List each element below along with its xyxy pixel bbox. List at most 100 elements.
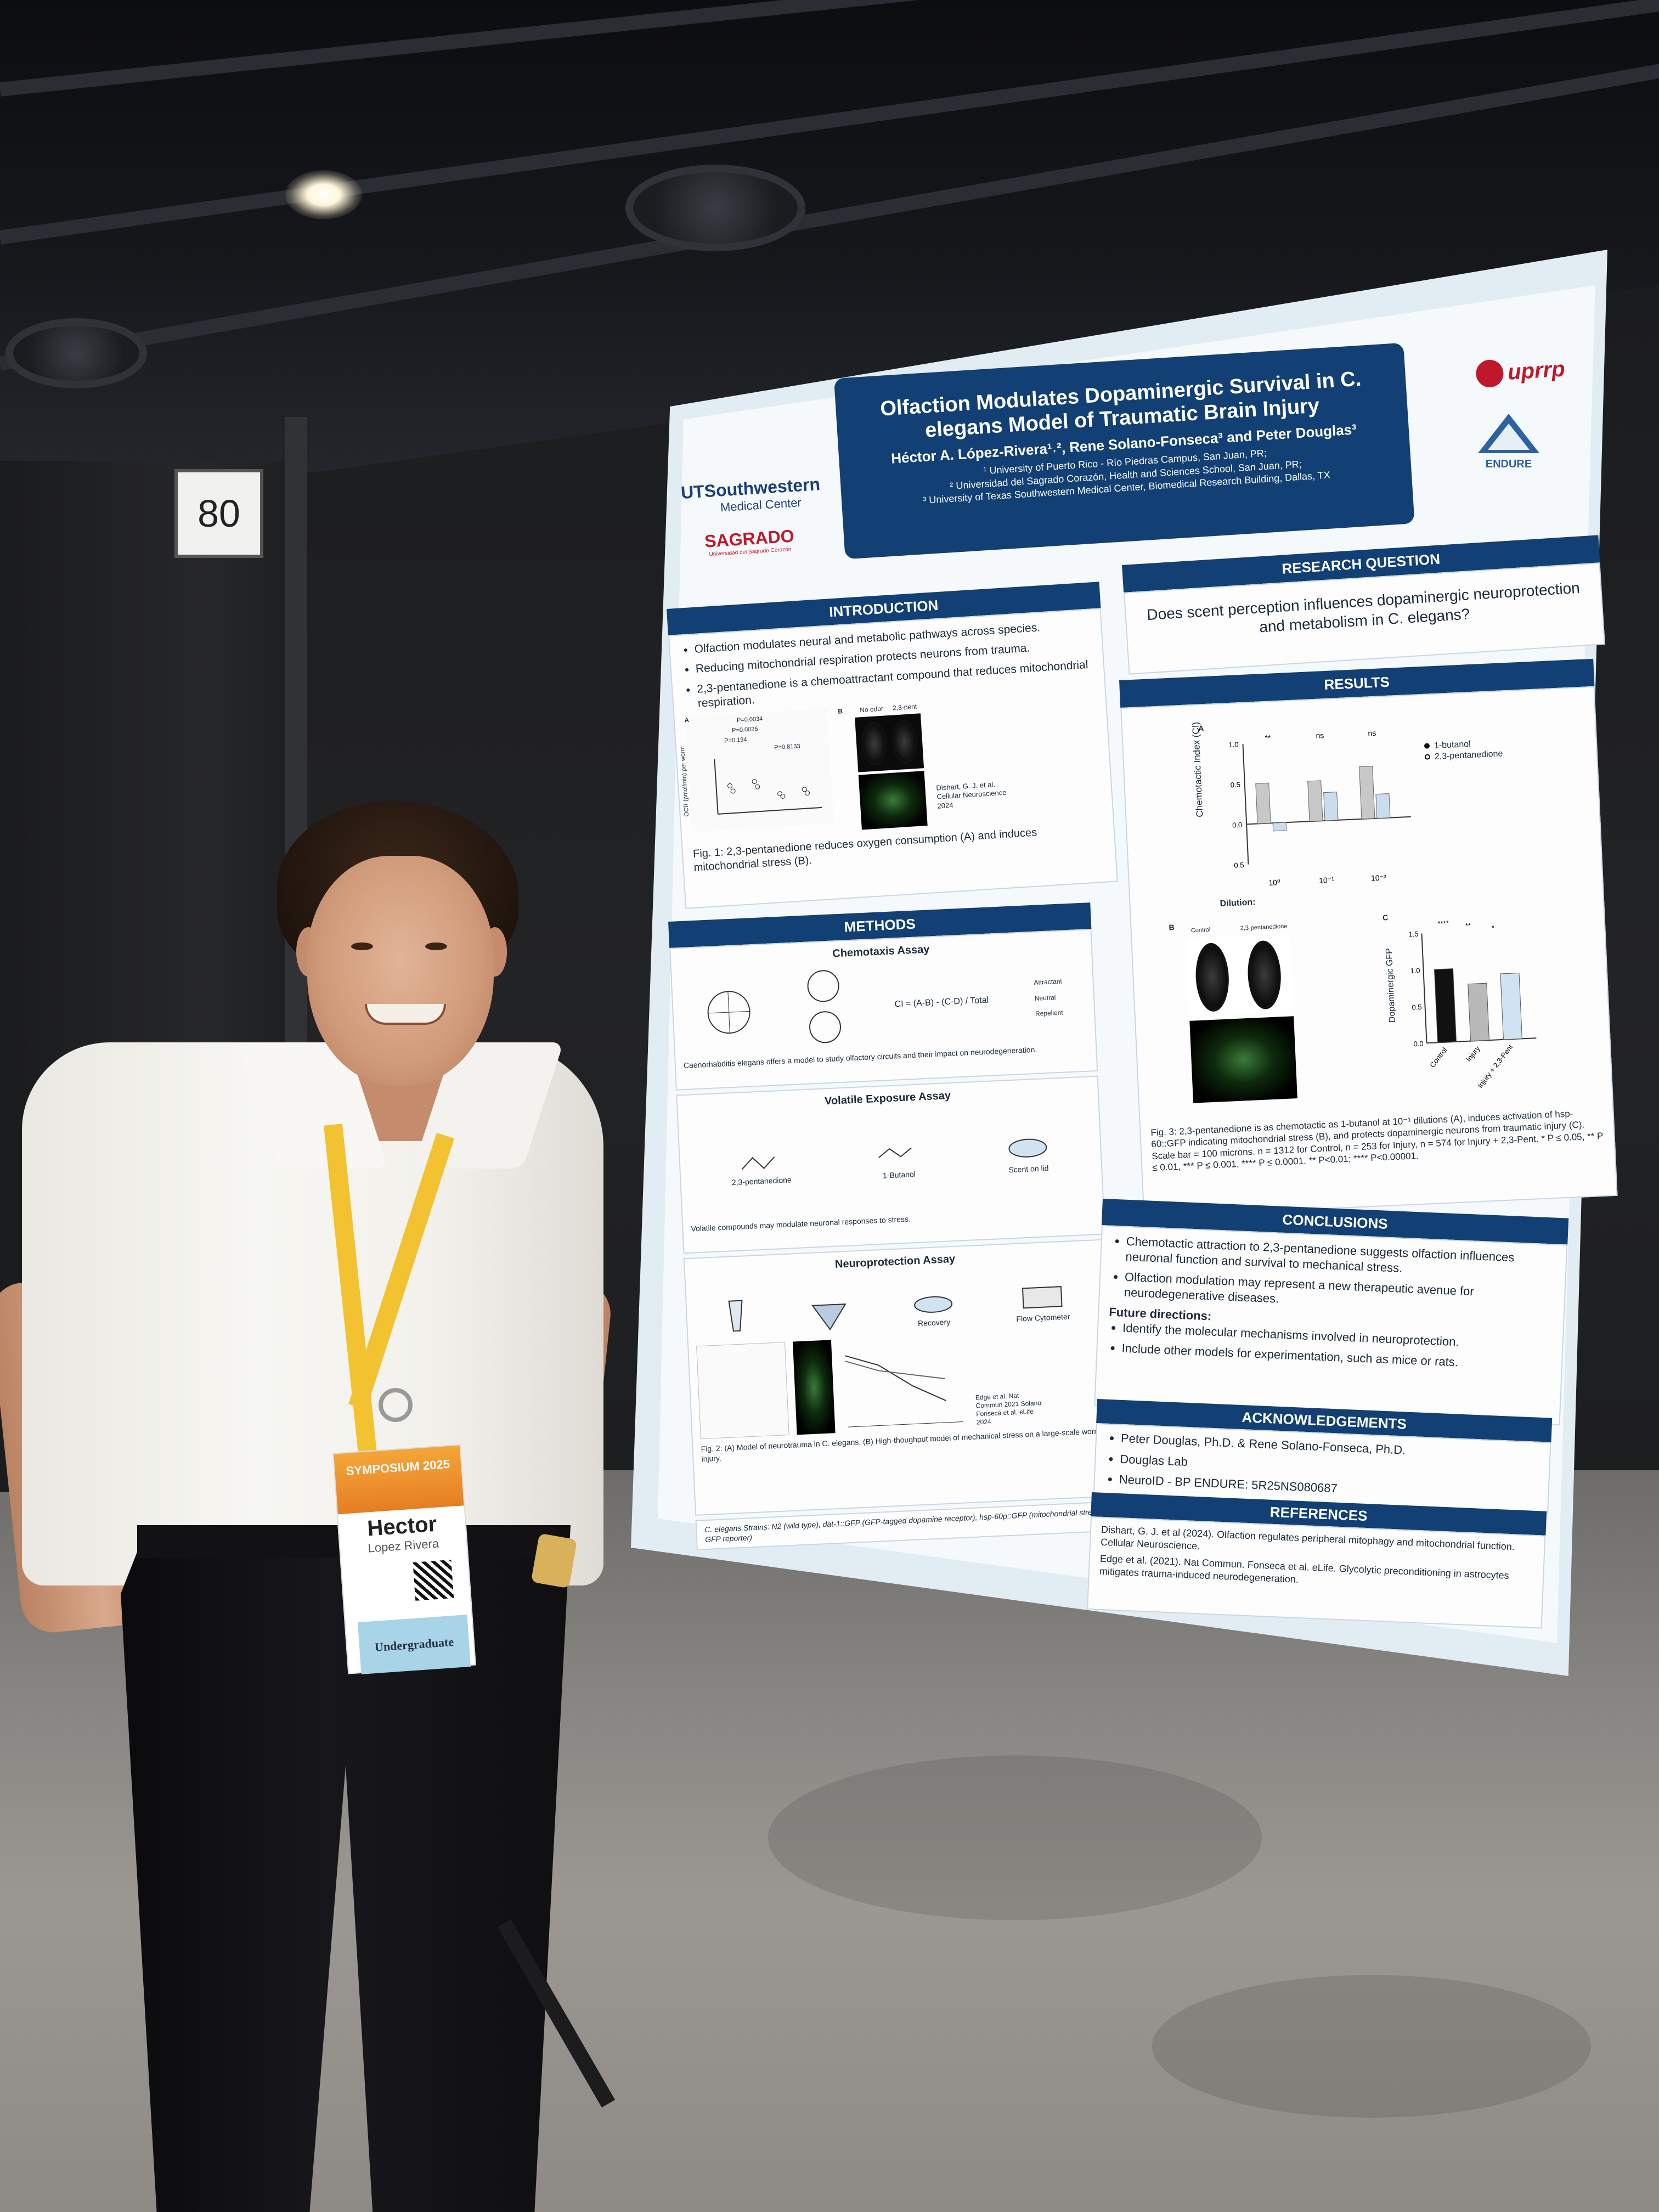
scent-lid: Scent on lid <box>1005 1133 1051 1175</box>
badge-clip-icon <box>379 1388 413 1422</box>
chart-a-y-axis <box>1242 743 1249 865</box>
fig1-pent-label: 2,3-pent <box>892 702 917 712</box>
qr-code-icon <box>413 1560 454 1601</box>
recovery-step: Recovery <box>911 1293 956 1329</box>
chart-a-tick-label: -0.5 <box>1232 861 1244 870</box>
recovery-label: Recovery <box>917 1317 951 1328</box>
volatile-panel: Volatile Exposure Assay 2,3-pentanedione… <box>676 1075 1105 1254</box>
petri-dish-icon <box>914 1296 953 1313</box>
scale-label: Repellent <box>1035 1008 1064 1018</box>
neuroprotection-workflow: Recovery Flow Cytometer <box>693 1260 1101 1338</box>
panel-b-brightfield <box>1186 934 1294 1015</box>
results-row-bc: B Control 2,3-pentanedione C Dopaminergi… <box>1141 904 1602 1121</box>
chart-a-tick-label: 0.5 <box>1230 781 1240 789</box>
fig1-ylabel: OCR (pmol/min) per worm <box>679 746 691 817</box>
chart-a-plot: 1.0 0.5 0.0 -0.5 10⁰ ** 10⁻¹ ns 10⁻² ns <box>1228 729 1411 887</box>
chart-c-tick-label: 1.0 <box>1410 966 1420 975</box>
fig1-pvalue: P=0.194 <box>724 736 747 744</box>
legend-text: 1-butanol <box>1434 740 1471 751</box>
fig1-b-label: B <box>837 707 843 715</box>
fig1-brightfield-image <box>855 713 924 772</box>
legend-marker-icon <box>1424 743 1430 749</box>
chart-a-bar <box>1272 822 1287 832</box>
chart-c-tick-label: 0.5 <box>1412 1003 1422 1012</box>
molecule-icon <box>878 1147 912 1158</box>
ceiling-vent <box>625 165 805 251</box>
introduction-panel: Olfaction modulates neural and metabolic… <box>668 608 1118 909</box>
chart-a-bar <box>1307 780 1323 822</box>
panel-b-label: B <box>1169 922 1175 932</box>
chart-a-tick-label: 1.0 <box>1228 740 1239 749</box>
figure-1: A P=0.0034 P=0.0026 P=0.194 P=0.8133 OCR… <box>679 691 1103 843</box>
legend-marker-icon <box>1424 754 1431 760</box>
injury-device-icon <box>811 1303 847 1331</box>
chemotaxis-panel: Chemotaxis Assay CI = (A-B) - (C-D) / To… <box>669 929 1098 1091</box>
references-panel: Dishart, G. J. et al (2024). Olfaction r… <box>1087 1516 1546 1629</box>
flow-step: Flow Cytometer <box>1015 1282 1070 1324</box>
chemotaxis-scale: Attractant Neutral Repellent <box>1034 973 1064 1022</box>
line-plot <box>844 1355 963 1427</box>
chart-a-category-label: 10⁻¹ <box>1319 876 1335 885</box>
volatile-diagram: 2,3-pentanedione 1-Butanol Scent on lid <box>686 1096 1095 1224</box>
legend-text: 2,3-pentanedione <box>1434 749 1503 762</box>
uprrp-logo-text: uprrp <box>1506 356 1566 385</box>
chart-c-label: C <box>1382 913 1389 922</box>
chart-c-tick-label: 1.5 <box>1408 930 1419 939</box>
chart-c-bar <box>1468 983 1489 1042</box>
floor-stain <box>768 1756 1262 1920</box>
worm-image <box>890 719 918 765</box>
chart-a-bar <box>1323 792 1339 821</box>
smile <box>365 1004 446 1025</box>
ceiling-light <box>285 170 362 219</box>
fig1-pvalue: P=0.0026 <box>731 725 758 734</box>
chart-a-bar <box>1255 782 1271 825</box>
uprrp-seal-icon <box>1475 359 1504 388</box>
chart-a-ylabel: Chemotactic Index (CI) <box>1190 721 1205 818</box>
worm-image <box>1246 940 1283 1010</box>
fig1-panel-a: A P=0.0034 P=0.0026 P=0.194 P=0.8133 OCR… <box>679 708 834 832</box>
panel-b-control-label: Control <box>1190 926 1211 934</box>
worm-image <box>1194 942 1231 1013</box>
chart-c-plot: 1.5 1.0 0.5 0.0 Control **** Injury ** Injury + … <box>1408 919 1537 1090</box>
methods-section: METHODS Chemotaxis Assay CI = (A-B) - (C… <box>668 902 1119 1550</box>
panel-b-pent-label: 2,3-pentanedione <box>1240 923 1288 932</box>
fig1-no-odor-label: No odor <box>859 704 884 714</box>
chart-a-xlabel: Dilution: <box>1220 898 1256 909</box>
petri-dish-icon <box>807 970 841 1043</box>
chart-c-category-label: Injury + 2,3-Pent <box>1476 1043 1514 1090</box>
results-panel: A Chemotactic Index (CI) 1.0 0.5 0.0 -0.5 10… <box>1120 686 1618 1217</box>
results-section: RESULTS A Chemotactic Index (CI) 1.0 0.5 0… <box>1119 658 1618 1217</box>
fig1-panel-b: B No odor 2,3-pent <box>838 702 928 833</box>
research-question-text: Does scent perception influences dopamin… <box>1146 579 1581 636</box>
molecule-label: 2,3-pentanedione <box>731 1175 792 1187</box>
scent-label: Scent on lid <box>1008 1163 1049 1174</box>
molecule-butanol: 1-Butanol <box>876 1139 921 1181</box>
fig1-pvalue: P=0.0034 <box>736 715 763 724</box>
petri-dish-icon <box>707 991 751 1034</box>
conclusions-section: CONCLUSIONS Chemotactic attraction to 2,… <box>1094 1199 1569 1426</box>
face <box>307 856 494 1086</box>
fig1-scatter <box>714 759 822 815</box>
scale-label: Neutral <box>1034 993 1056 1002</box>
worm-image <box>860 721 888 767</box>
chart-c-category-label: Control <box>1428 1046 1448 1069</box>
chart-a-significance: ns <box>1368 729 1376 738</box>
petri-dish-icon <box>1008 1138 1047 1158</box>
chart-c-significance: **** <box>1437 919 1449 928</box>
chart-c-bar <box>1500 972 1522 1040</box>
booth-number: 80 <box>198 492 240 535</box>
gfp-image <box>792 1340 836 1435</box>
neuroprotection-panel: Neuroprotection Assay Recovery Flow Cyto… <box>683 1239 1118 1516</box>
booth-number-sign: 80 <box>174 469 263 558</box>
chart-c-bar <box>1434 968 1457 1043</box>
fig2-reference: Edge et al. Nat Commun 2021 Solano Fonse… <box>975 1391 1042 1426</box>
floor-stain <box>1152 1975 1591 2118</box>
badge-event: SYMPOSIUM 2025 <box>334 1445 464 1515</box>
introduction-section: INTRODUCTION Olfaction modulates neural … <box>667 582 1118 909</box>
ceiling-vent <box>5 318 147 388</box>
chart-a-category-label: 10⁻² <box>1371 873 1387 882</box>
chart-a-significance: ** <box>1265 733 1271 743</box>
title-block: Olfaction Modulates Dopaminergic Surviva… <box>834 342 1415 560</box>
molecule-icon <box>741 1156 775 1170</box>
tube-icon <box>728 1300 743 1332</box>
